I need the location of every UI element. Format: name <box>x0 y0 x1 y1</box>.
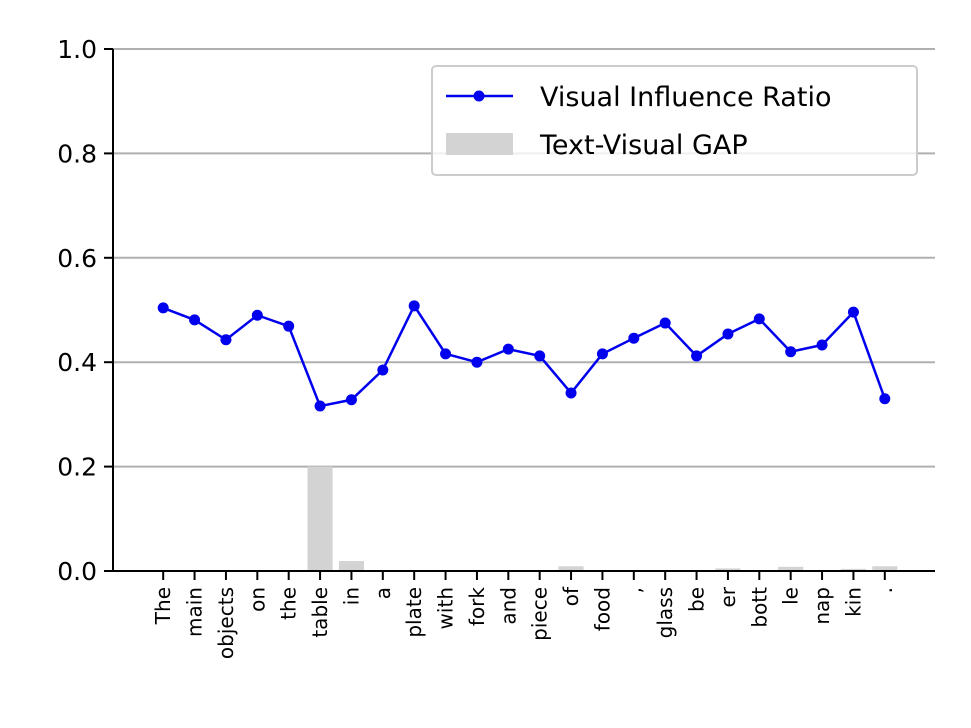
y-tick-label: 0.6 <box>57 244 97 273</box>
marker <box>659 317 671 329</box>
x-tick-label: plate <box>402 587 426 638</box>
x-tick-label: piece <box>528 587 552 641</box>
y-tick-label: 0.0 <box>57 557 97 586</box>
marker <box>534 350 546 362</box>
x-tick-label: bott <box>747 587 771 628</box>
bar <box>872 566 898 571</box>
legend-label: Text-Visual GAP <box>539 130 748 161</box>
y-tick-label: 0.8 <box>57 139 97 168</box>
marker <box>251 309 263 321</box>
marker <box>879 393 891 405</box>
bar <box>840 568 866 571</box>
legend-marker <box>473 90 485 102</box>
x-tick-label: the <box>277 587 301 620</box>
legend-swatch <box>446 133 513 155</box>
x-tick-label: a <box>371 587 395 599</box>
x-tick-label: main <box>183 587 207 637</box>
marker <box>408 300 420 312</box>
x-tick-label: . <box>873 587 897 593</box>
marker <box>847 306 859 318</box>
marker <box>220 334 232 346</box>
marker <box>471 356 483 368</box>
marker <box>440 348 452 360</box>
marker <box>502 343 514 355</box>
x-tick-label: objects <box>214 587 238 659</box>
marker <box>189 314 201 326</box>
marker <box>785 346 797 358</box>
marker <box>283 320 295 332</box>
x-tick-label: food <box>590 587 614 631</box>
x-tick-label: kin <box>841 587 865 617</box>
x-tick-label: er <box>716 586 740 607</box>
bar <box>558 566 584 571</box>
marker <box>816 339 828 351</box>
marker <box>345 394 357 406</box>
x-tick-label: fork <box>465 587 489 627</box>
x-tick-label: le <box>779 587 803 605</box>
bar <box>778 566 804 571</box>
marker <box>314 400 326 412</box>
x-tick-label: glass <box>653 587 677 638</box>
marker <box>157 302 169 314</box>
y-tick-label: 1.0 <box>57 35 97 64</box>
x-tick-label: table <box>308 587 332 638</box>
marker <box>377 364 389 376</box>
line <box>162 303 886 408</box>
x-tick-label: in <box>339 587 363 605</box>
y-tick-label: 0.4 <box>57 348 97 377</box>
marker <box>596 348 608 360</box>
x-tick-label: with <box>434 587 458 629</box>
marker <box>691 350 703 362</box>
y-tick-label: 0.2 <box>57 453 97 482</box>
marker <box>722 328 734 340</box>
x-tick-label: and <box>496 587 520 625</box>
legend-box <box>431 65 918 176</box>
x-tick-label: , <box>622 587 646 593</box>
legend-label: Visual Influence Ratio <box>540 82 831 113</box>
bar <box>307 466 333 571</box>
x-tick-label: on <box>245 587 269 612</box>
marker <box>628 332 640 344</box>
x-tick-label: of <box>559 586 583 606</box>
x-tick-label: be <box>685 587 709 612</box>
bar <box>715 568 741 571</box>
bar <box>338 561 364 571</box>
marker <box>753 313 765 325</box>
x-tick-label: The <box>151 587 175 625</box>
x-tick-label: nap <box>810 587 834 625</box>
marker <box>565 387 577 399</box>
